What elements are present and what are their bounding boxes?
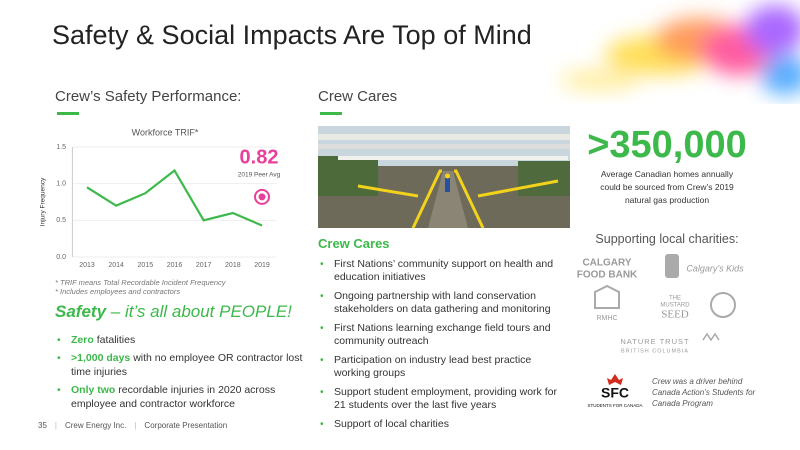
footnote: * TRIF means Total Recordable Incident F…	[55, 278, 226, 287]
big-figure: >350,000	[587, 124, 747, 166]
figure-caption: Average Canadian homes annually could be…	[600, 169, 734, 205]
bullet: First Nations learning exchange field to…	[318, 322, 563, 348]
logo-text: NATURE TRUST	[620, 337, 689, 346]
charity-logos: CALGARY FOOD BANK Calgary’s Kids RMHC TH…	[577, 254, 744, 354]
x-tick-label: 2017	[196, 262, 212, 269]
x-tick-label: 2014	[108, 262, 124, 269]
y-axis-title: Injury Frequency	[40, 177, 47, 226]
photo	[318, 126, 570, 228]
bullet-text: with no employee OR contractor lost time…	[71, 352, 303, 378]
peer-marker-ring	[254, 188, 271, 205]
bullet: >1,000 days with no employee OR contract…	[55, 351, 310, 379]
bullet-strong: >1,000 days	[71, 352, 131, 364]
logo-text: RMHC	[597, 315, 618, 322]
logo-text: MUSTARD	[660, 303, 690, 309]
peer-value: 0.82	[240, 146, 279, 168]
bullet-text: fatalities	[96, 334, 136, 346]
section-heading: Crew Cares	[318, 88, 398, 105]
peer-label: 2019 Peer Avg	[238, 172, 281, 179]
logo-icon	[710, 292, 736, 318]
y-tick-label: 0.5	[56, 217, 66, 224]
separator: |	[54, 421, 57, 430]
y-tick-label: 1.5	[56, 144, 66, 151]
logo-text: CALGARY	[582, 258, 631, 269]
bullet: Support student employment, providing wo…	[318, 386, 563, 412]
subheading: Crew Cares	[318, 236, 390, 251]
trif-chart: Workforce TRIF* Injury Frequency 0.0 0.5 1.0…	[40, 127, 281, 269]
sfc-logo: SFC STUDENTS FOR CANADA	[587, 374, 643, 408]
logo-icon	[594, 284, 620, 309]
footer: 35 | Crew Energy Inc. | Corporate Presenta…	[38, 421, 227, 430]
bullet: Participation on industry lead best prac…	[318, 354, 563, 380]
bullet: Ongoing partnership with land conservati…	[318, 290, 563, 316]
cares-bullets: First Nations’ community support on heal…	[318, 258, 563, 437]
logo-text: Calgary’s Kids	[686, 263, 744, 273]
safety-bullets: Zero fatalities >1,000 days with no emplo…	[55, 333, 310, 415]
x-tick-label: 2015	[138, 262, 154, 269]
x-tick-label: 2016	[167, 262, 183, 269]
color-splash	[560, 5, 800, 95]
tagline-strong: Safety	[55, 302, 107, 321]
x-tick-label: 2019	[254, 262, 270, 269]
logo-text: SEED	[661, 309, 689, 321]
x-tick-label: 2018	[225, 262, 241, 269]
logo-text: FOOD BANK	[577, 270, 638, 281]
footnotes: * TRIF means Total Recordable Incident F…	[55, 278, 226, 296]
logo-icon	[702, 332, 720, 342]
underline	[57, 112, 79, 115]
company: Crew Energy Inc.	[64, 421, 127, 430]
bullet: Only two recordable injuries in 2020 acr…	[55, 383, 310, 411]
sfc-name: STUDENTS FOR CANADA	[587, 403, 642, 408]
y-tick-label: 0.0	[56, 254, 66, 261]
y-tick-label: 1.0	[56, 181, 66, 188]
bullet: Zero fatalities	[55, 333, 310, 347]
sfc-caption: Crew was a driver behind Canada Action’s…	[652, 377, 756, 408]
charities-heading: Supporting local charities:	[595, 232, 739, 246]
bullet-text: recordable injuries in 2020 across emplo…	[71, 384, 276, 410]
bullet: Support of local charities	[318, 418, 563, 431]
maple-leaf	[607, 374, 623, 385]
slide-title: Safety & Social Impacts Are Top of Mind	[52, 20, 532, 50]
page-number: 35	[38, 421, 47, 430]
logo-icon	[665, 254, 679, 278]
section-heading: Crew’s Safety Performance:	[55, 88, 242, 105]
logo-text: THE	[669, 296, 681, 302]
tagline: Safety – it’s all about PEOPLE!	[55, 302, 292, 322]
logo-text: BRITISH COLUMBIA	[621, 348, 689, 354]
chart-title: Workforce TRIF*	[132, 127, 199, 137]
underline	[320, 112, 342, 115]
bullet-strong: Only two	[71, 384, 116, 396]
footnote: * Includes employees and contractors	[55, 287, 181, 296]
x-tick-label: 2013	[79, 262, 95, 269]
tagline-rest: – it’s all about PEOPLE!	[110, 302, 292, 321]
separator: |	[134, 421, 137, 430]
document: Corporate Presentation	[144, 421, 228, 430]
data-line	[86, 168, 263, 227]
bullet-strong: Zero	[71, 334, 94, 346]
sfc-mark: SFC	[601, 385, 629, 401]
peer-marker	[258, 193, 266, 201]
bullet: First Nations’ community support on heal…	[318, 258, 563, 284]
